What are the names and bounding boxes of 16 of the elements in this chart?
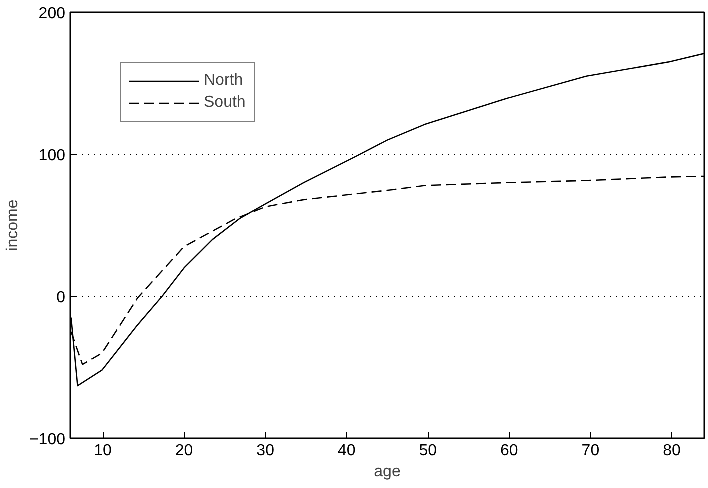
x-tick-label: 10	[94, 442, 112, 460]
y-tick-label: 0	[56, 290, 66, 306]
y-tick-label: 200	[38, 6, 66, 22]
x-tick-label: 30	[256, 442, 275, 460]
y-tick-label: −100	[29, 432, 66, 448]
y-axis-title: income	[4, 200, 22, 252]
x-tick-label: 50	[419, 442, 438, 460]
legend-label: South	[204, 94, 246, 112]
x-tick-label: 40	[338, 442, 356, 460]
y-tick-label: 100	[38, 148, 66, 164]
x-tick-label: 20	[175, 442, 194, 460]
x-axis-title: age	[374, 464, 401, 480]
x-tick-label: 70	[582, 442, 600, 460]
x-tick-label: 60	[500, 442, 518, 460]
x-tick-label: 80	[663, 442, 681, 460]
legend-label: North	[204, 72, 244, 90]
